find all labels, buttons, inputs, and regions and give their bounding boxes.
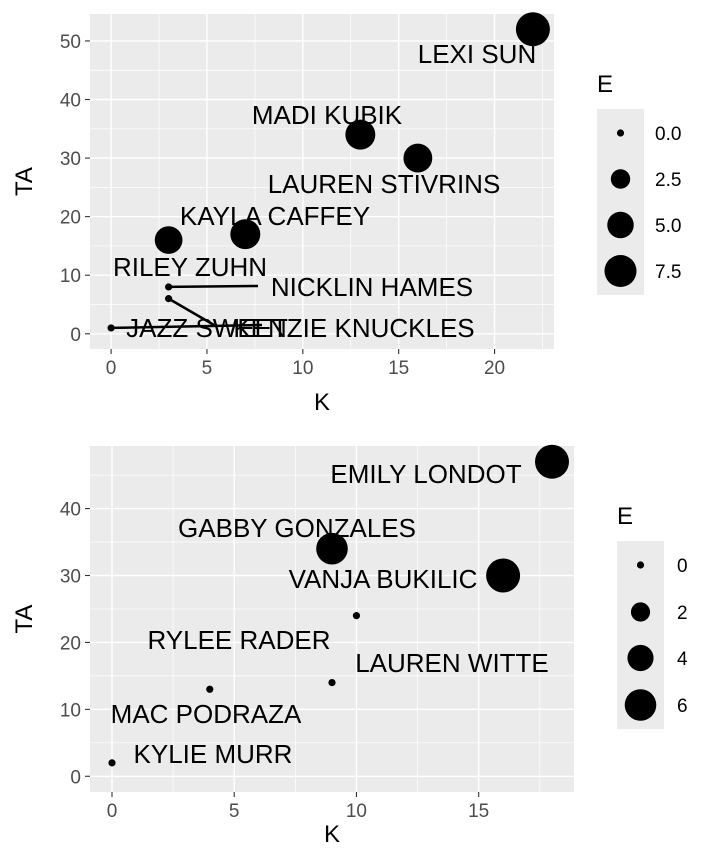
legend-label: 0.0 [655, 124, 681, 145]
point-label: NICKLIN HAMES [271, 272, 473, 302]
y-tick-label: 40 [60, 91, 81, 112]
point-label: MADI KUBIK [252, 100, 403, 130]
legend-key-point [607, 211, 634, 239]
y-tick-label: 50 [60, 32, 81, 53]
y-tick-label: 10 [60, 700, 81, 721]
plot-panel-background [90, 14, 554, 349]
scatter-panel-1: 0 5 10 15 20 0 10 20 30 40 50 K TA LEXI SUN MADI KUBIK… [11, 12, 681, 416]
x-tick-label: 5 [229, 801, 240, 822]
legend-label: 2.5 [655, 170, 681, 191]
point-label: RILEY ZUHN [113, 252, 267, 282]
point-label: EMILY LONDOT [330, 459, 521, 489]
x-tick-label: 0 [107, 801, 118, 822]
legend-title: E [617, 503, 633, 530]
data-point [328, 678, 336, 687]
y-tick-label: 0 [70, 767, 81, 788]
x-tick-label: 10 [292, 358, 313, 379]
x-tick-label: 15 [468, 801, 489, 822]
y-tick-label: 30 [60, 566, 81, 587]
point-label: GABBY GONZALES [178, 513, 416, 543]
y-tick-label: 30 [60, 149, 81, 170]
label-connector [167, 297, 215, 327]
data-point [154, 226, 183, 254]
y-tick-label: 20 [60, 208, 81, 229]
data-point [230, 219, 261, 250]
data-point [108, 759, 116, 767]
x-tick-label: 0 [106, 358, 117, 379]
point-label: JAZZ SWEET [126, 313, 288, 343]
y-axis-title: TA [11, 167, 38, 196]
legend-key-point [616, 129, 625, 137]
x-tick-label: 20 [484, 358, 505, 379]
point-label: LEXI SUN [418, 39, 537, 69]
point-label: VANJA BUKILIC [289, 564, 478, 594]
data-point [515, 12, 550, 47]
point-label: LAUREN STIVRINS [268, 169, 501, 199]
data-point [486, 558, 521, 593]
data-point [345, 119, 376, 150]
data-point [403, 143, 433, 173]
data-point [316, 532, 348, 565]
legend-key-point [610, 169, 631, 189]
y-tick-label: 20 [60, 633, 81, 654]
x-axis-title: K [314, 389, 330, 416]
data-point [107, 324, 115, 332]
point-label: KAYLA CAFFEY [180, 201, 370, 231]
legend-label: 6 [677, 696, 688, 717]
data-point [165, 283, 173, 291]
legend-key-point [604, 254, 637, 288]
size-legend: E 0 2 4 6 [617, 503, 688, 729]
x-axis-title: K [324, 821, 340, 848]
y-tick-label: 40 [60, 500, 81, 521]
legend-key-point [636, 561, 645, 569]
x-tick-label: 15 [388, 358, 409, 379]
data-point [165, 295, 173, 303]
size-legend: E 0.0 2.5 5.0 7.5 [597, 71, 681, 295]
point-label: RYLEE RADER [147, 625, 330, 655]
legend-key-point [627, 644, 654, 672]
y-tick-label: 0 [70, 325, 81, 346]
point-label: KENZIE KNUCKLES [233, 313, 474, 343]
y-axis-title: TA [11, 605, 38, 634]
plot-panel-background [90, 446, 574, 792]
point-label: KYLIE MURR [134, 739, 293, 769]
data-point [206, 685, 214, 693]
legend-label: 2 [677, 603, 688, 624]
legend-title: E [597, 71, 613, 98]
legend-label: 4 [677, 649, 688, 670]
data-point [352, 612, 361, 620]
y-tick-label: 10 [60, 266, 81, 287]
x-tick-label: 10 [346, 801, 367, 822]
legend-key-point [624, 689, 657, 721]
legend-label: 7.5 [655, 262, 681, 283]
legend-label: 5.0 [655, 216, 681, 237]
legend-key-point [630, 602, 651, 622]
legend-label: 0 [677, 556, 688, 577]
x-tick-label: 5 [202, 358, 213, 379]
point-label: MAC PODRAZA [111, 699, 302, 729]
label-connector [168, 284, 259, 289]
point-label: LAUREN WITTE [355, 648, 549, 678]
label-connector [111, 323, 263, 330]
data-point [535, 444, 569, 479]
